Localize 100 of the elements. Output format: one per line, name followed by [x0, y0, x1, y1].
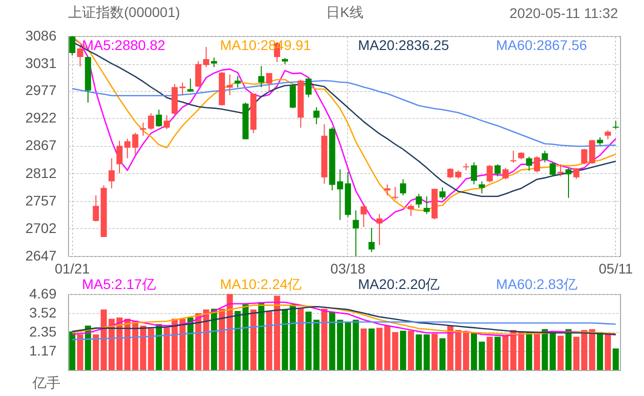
bar: [596, 332, 604, 370]
candlestick: [140, 122, 146, 136]
candlestick: [558, 164, 564, 177]
candlestick: [416, 193, 422, 208]
text: MA60:2.83亿: [496, 276, 578, 292]
x-tick-label: 05/11: [598, 260, 633, 276]
bar: [494, 336, 501, 370]
candlestick: [156, 109, 162, 128]
candlestick: [290, 84, 296, 109]
bar: [470, 332, 478, 370]
bar: [432, 334, 438, 370]
bar: [368, 328, 375, 370]
bar: [148, 328, 154, 370]
candlestick: [179, 82, 186, 96]
y-tick-label: 2867: [25, 137, 57, 154]
bar: [313, 320, 320, 370]
candlestick: [360, 202, 367, 228]
bar: [502, 336, 509, 370]
candlestick: [494, 164, 501, 177]
y-tick-label: 2702: [25, 220, 57, 236]
bar: [439, 338, 446, 370]
bar: [376, 328, 383, 370]
bar: [258, 302, 264, 370]
y-tick-label: 2812: [25, 164, 57, 181]
candlestick: [266, 72, 272, 92]
bar: [565, 329, 572, 370]
bar: [486, 336, 493, 370]
candlestick: [478, 180, 485, 194]
bar: [242, 304, 249, 370]
bar: [69, 331, 76, 370]
text: MA60:2867.56: [496, 37, 588, 53]
y-tick-label: 2977: [25, 82, 57, 98]
series-label: MA20:2.20亿: [358, 276, 440, 292]
candlestick: [400, 178, 406, 196]
chart-title: 上证指数(000001): [68, 4, 180, 22]
bar: [210, 308, 218, 370]
candlestick: [77, 46, 84, 68]
candlestick: [565, 168, 572, 198]
y-tick-label: 2.35: [29, 323, 57, 340]
y-tick-label: 3.52: [29, 304, 57, 320]
series-label: MA5:2880.82: [82, 37, 166, 53]
candlestick: [408, 204, 414, 216]
y-tick-label: 2647: [25, 248, 57, 264]
bar: [360, 328, 367, 370]
candlestick: [526, 156, 532, 172]
candlestick: [439, 186, 446, 200]
y-tick-label: 3031: [25, 55, 57, 72]
bar: [187, 317, 194, 370]
candlestick: [470, 162, 478, 185]
bar: [478, 342, 485, 370]
y-tick-label: 2922: [25, 110, 57, 126]
bar: [266, 312, 272, 370]
candlestick: [510, 150, 516, 164]
candlestick: [234, 76, 241, 88]
candlestick: [384, 184, 390, 196]
candlestick: [392, 186, 398, 200]
candlestick: [352, 210, 359, 256]
candlestick: [187, 78, 194, 92]
candlestick: [148, 112, 154, 130]
series-label: MA10:2.24亿: [220, 276, 302, 292]
y-tick-label: 1.17: [29, 342, 57, 359]
text: MA20:2836.25: [358, 37, 450, 53]
x-tick-label: 03/18: [330, 260, 366, 276]
bar: [77, 334, 84, 370]
bar: [305, 312, 312, 370]
candlestick: [368, 227, 375, 252]
bar: [604, 332, 611, 370]
text: 2020-05-11 11:32: [510, 5, 618, 21]
candlestick: [305, 78, 312, 98]
y-tick-label: 4.69: [29, 286, 57, 302]
bar: [250, 310, 256, 370]
y-tick-label: 3086: [25, 28, 57, 44]
text: MA5:2.17亿: [82, 276, 156, 292]
candlestick: [604, 130, 611, 140]
bar: [558, 336, 564, 370]
candlestick: [116, 140, 123, 174]
candlestick: [424, 196, 430, 214]
bar: [234, 311, 241, 370]
candlestick: [108, 158, 115, 189]
bar: [400, 330, 406, 370]
bar: [612, 348, 619, 370]
candlestick: [534, 156, 540, 173]
candlestick: [258, 66, 264, 88]
y-tick-label: 2757: [25, 192, 57, 208]
candlestick: [486, 164, 493, 183]
bar: [321, 308, 328, 370]
candlestick: [313, 106, 320, 125]
line-series: [72, 321, 616, 340]
bar: [534, 334, 540, 370]
x-tick-label: 01/21: [54, 260, 90, 276]
bar: [179, 318, 186, 370]
candlestick: [69, 36, 76, 56]
y-axis-title: 亿手: [32, 374, 60, 390]
bar: [408, 330, 414, 370]
bar: [298, 308, 304, 370]
bar: [526, 332, 532, 370]
candlestick: [164, 114, 170, 130]
candlestick: [550, 162, 556, 176]
bar: [274, 296, 280, 370]
candlestick: [376, 213, 383, 246]
